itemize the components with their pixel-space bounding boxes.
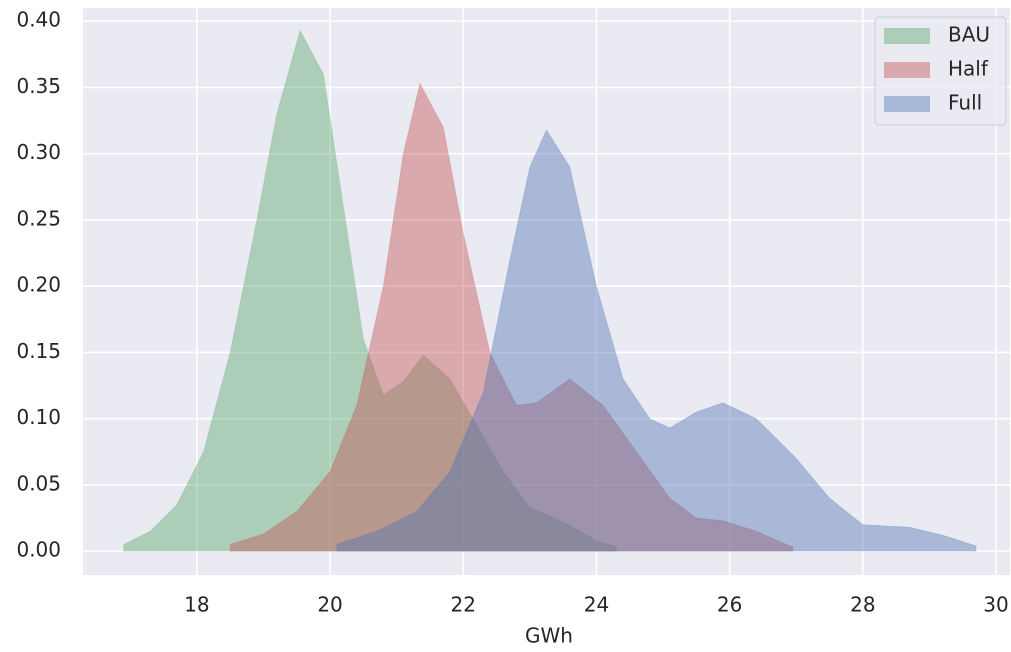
- legend-swatch: [884, 28, 930, 44]
- y-tick-label: 0.40: [16, 8, 61, 32]
- legend-label: Half: [948, 57, 989, 81]
- x-tick-label: 18: [184, 593, 209, 617]
- y-tick-label: 0.05: [16, 471, 61, 495]
- density-area: [229, 82, 794, 552]
- x-tick-label: 20: [317, 593, 342, 617]
- y-tick-label: 0.15: [16, 339, 61, 363]
- x-tick-label: 22: [451, 593, 476, 617]
- legend-frame: [874, 16, 1007, 126]
- y-tick-label: 0.20: [16, 273, 61, 297]
- plot-background: [83, 8, 1010, 575]
- legend-label: BAU: [948, 23, 990, 47]
- legend-label: Full: [948, 91, 982, 115]
- density-area: [336, 128, 977, 552]
- areas: [123, 29, 977, 552]
- grid: [83, 8, 1010, 575]
- legend: BAU Half Full: [874, 16, 1007, 126]
- y-tick-label: 0.30: [16, 140, 61, 164]
- legend-swatch: [884, 96, 930, 112]
- y-tick-label: 0.25: [16, 206, 61, 230]
- legend-swatch: [884, 62, 930, 78]
- x-tick-label: 28: [850, 593, 875, 617]
- x-axis-label: GWh: [525, 624, 573, 648]
- y-tick-label: 0.00: [16, 538, 61, 562]
- x-tick-label: 24: [584, 593, 609, 617]
- y-tick-label: 0.35: [16, 74, 61, 98]
- x-tick-label: 30: [983, 593, 1008, 617]
- x-tick-label: 26: [717, 593, 742, 617]
- y-tick-label: 0.10: [16, 405, 61, 429]
- density-area: [123, 29, 617, 552]
- axes: 0.00 0.05 0.10 0.15 0.20 0.25 0.30 0.35 0.40 18 20…: [16, 8, 1008, 617]
